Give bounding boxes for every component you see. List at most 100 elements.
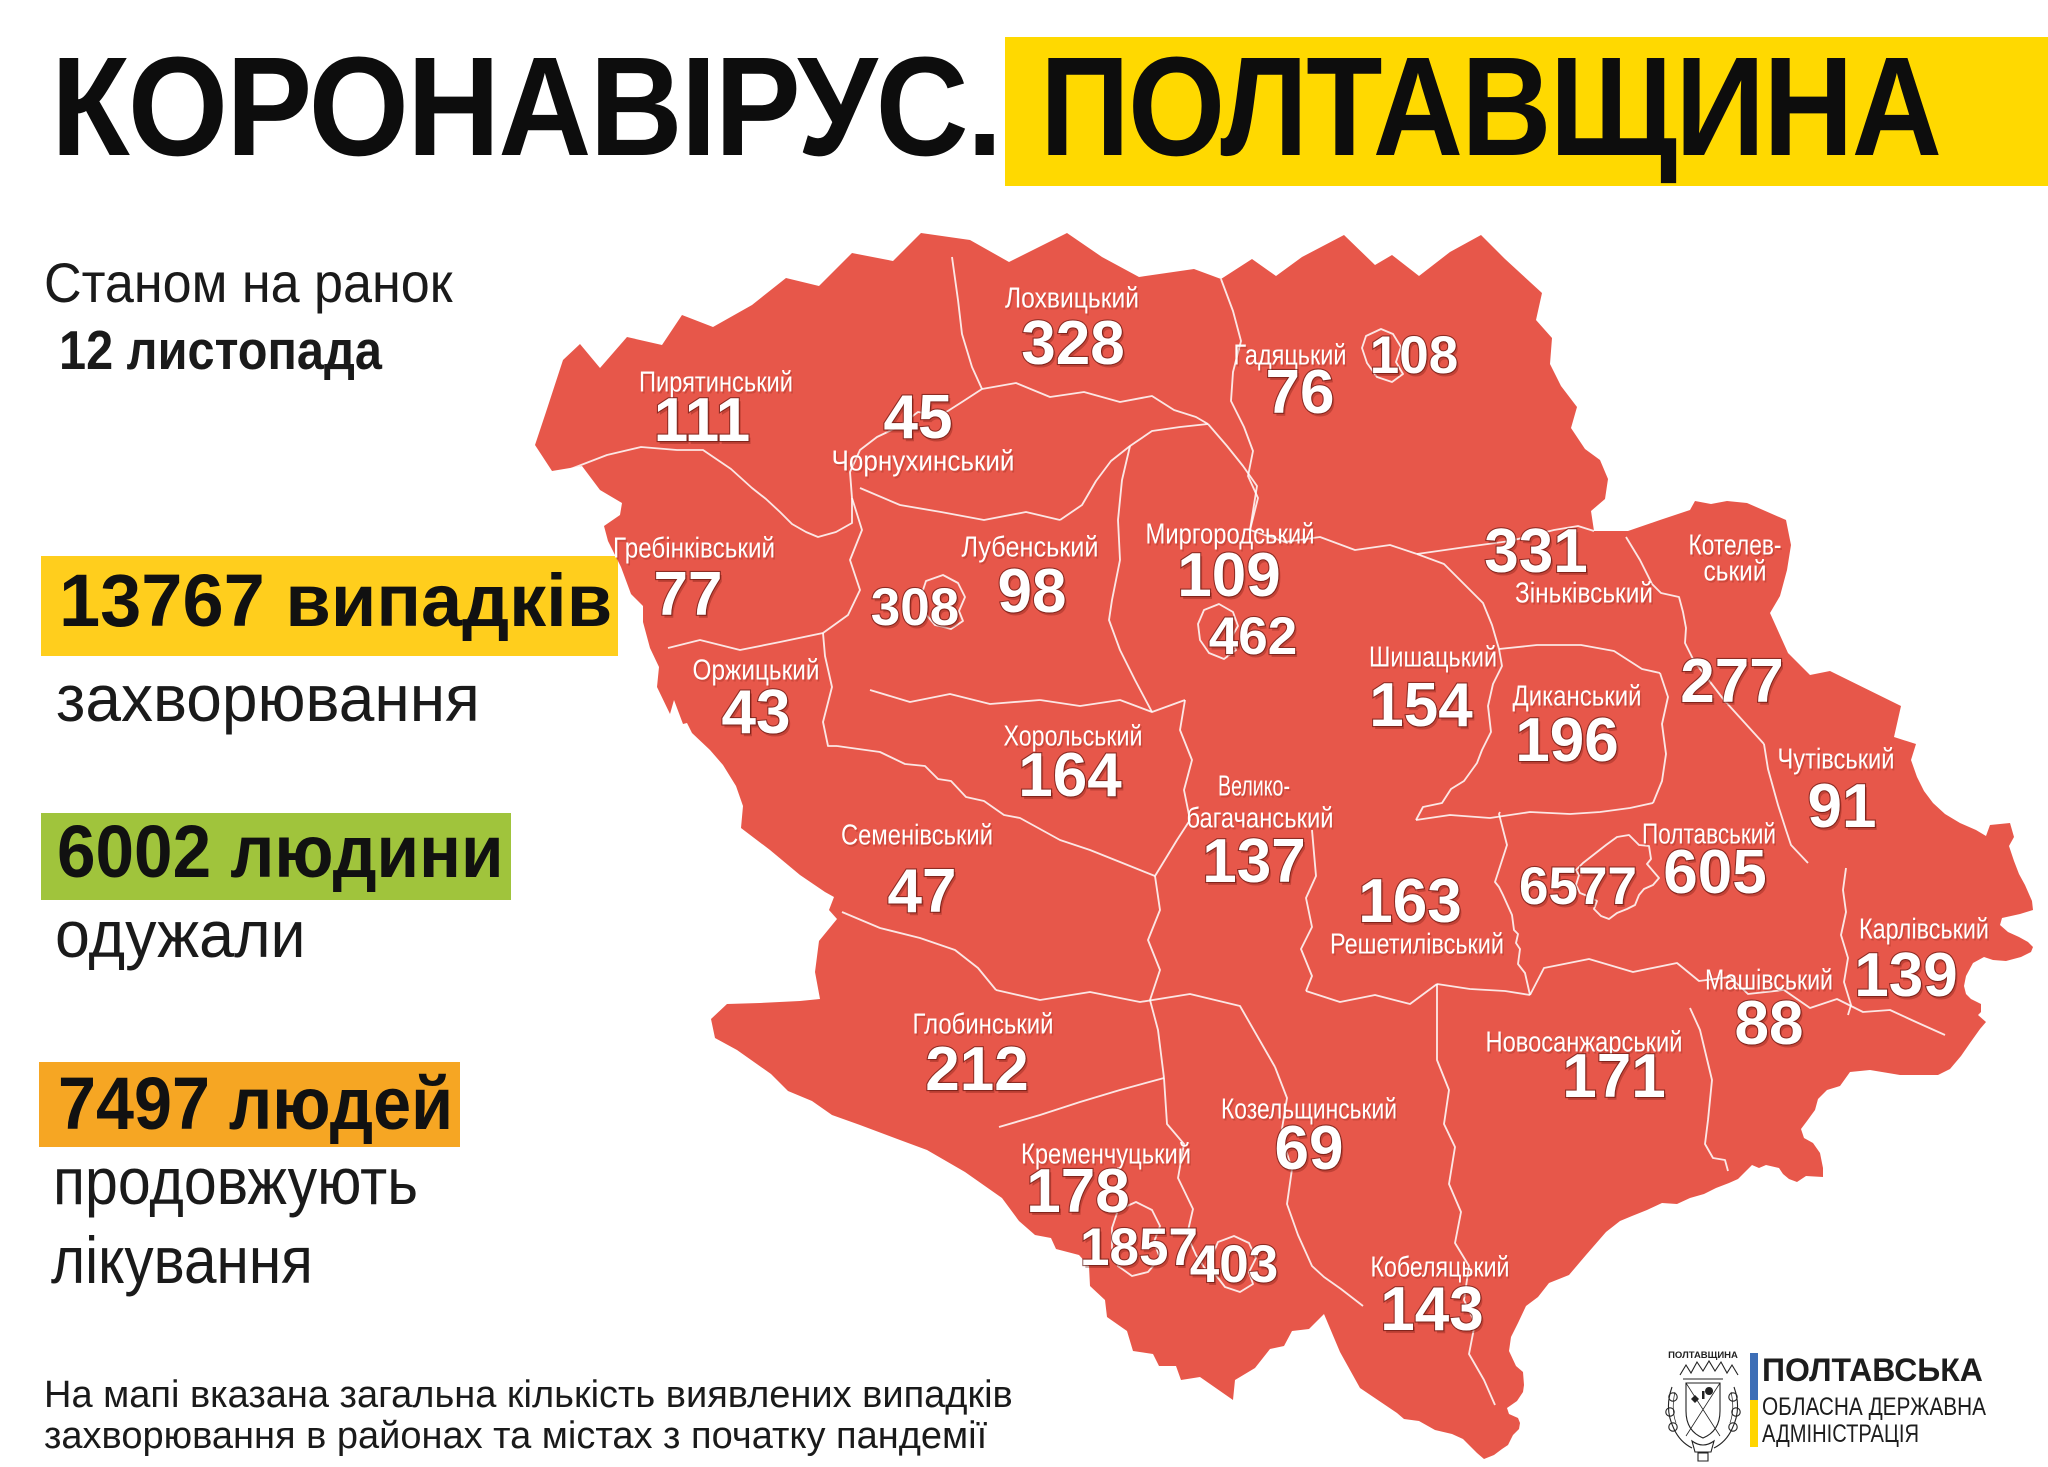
- svg-text:ПОЛТАВЩИНА: ПОЛТАВЩИНА: [1668, 1350, 1738, 1361]
- svg-text:403: 403: [1192, 1238, 1280, 1297]
- svg-text:Лубенський: Лубенський: [962, 532, 1099, 564]
- svg-text:Гадяцький: Гадяцький: [1235, 342, 1348, 374]
- svg-text:Диканський: Диканський: [1514, 683, 1643, 715]
- svg-text:111: 111: [656, 389, 753, 458]
- svg-text:171: 171: [1562, 1042, 1665, 1111]
- svg-text:163: 163: [1360, 870, 1463, 939]
- svg-text:Карлівський: Карлівський: [1861, 916, 1991, 948]
- svg-text:196: 196: [1517, 709, 1620, 778]
- svg-text:605: 605: [1665, 841, 1768, 910]
- svg-text:Хорольський: Хорольський: [1004, 721, 1143, 753]
- svg-text:137: 137: [1202, 827, 1305, 896]
- svg-text:Пирятинський: Пирятинський: [641, 369, 795, 401]
- svg-text:Кременчуцький: Кременчуцький: [1021, 1139, 1191, 1171]
- svg-text:Шишацький: Шишацький: [1369, 642, 1497, 674]
- svg-text:605: 605: [1663, 838, 1766, 907]
- svg-text:Козельщинський: Козельщинський: [1221, 1094, 1397, 1126]
- svg-text:212: 212: [927, 1038, 1030, 1107]
- svg-text:ПОЛТАВСЬКА: ПОЛТАВСЬКА: [1762, 1352, 1983, 1388]
- svg-text:139: 139: [1854, 941, 1957, 1010]
- svg-text:Миргородський: Миргородський: [1146, 519, 1315, 551]
- svg-text:Велико-: Велико-: [1220, 773, 1292, 805]
- svg-text:154: 154: [1369, 671, 1473, 740]
- svg-text:Решетилівський: Решетилівський: [1330, 929, 1504, 961]
- svg-text:212: 212: [925, 1035, 1028, 1104]
- svg-text:багачанський: багачанський: [1187, 803, 1334, 835]
- svg-text:Миргородський: Миргородський: [1147, 521, 1316, 553]
- svg-text:Козельщинський: Козельщинський: [1223, 1096, 1399, 1128]
- svg-text:Оржицький: Оржицький: [694, 657, 821, 689]
- svg-text:69: 69: [1275, 1114, 1344, 1183]
- svg-text:76: 76: [1266, 358, 1335, 427]
- svg-text:ОБЛАСНА ДЕРЖАВНА: ОБЛАСНА ДЕРЖАВНА: [1762, 1393, 1986, 1421]
- svg-text:109: 109: [1177, 541, 1280, 610]
- svg-text:Оржицький: Оржицький: [693, 655, 820, 687]
- svg-text:Новосанжарський: Новосанжарський: [1487, 1029, 1684, 1061]
- svg-text:Гадяцький: Гадяцький: [1234, 340, 1347, 372]
- svg-text:328: 328: [1023, 312, 1126, 381]
- svg-text:Полтавський: Полтавський: [1642, 819, 1776, 851]
- svg-text:91: 91: [1808, 772, 1877, 841]
- svg-text:178: 178: [1026, 1157, 1129, 1226]
- svg-text:Диканський: Диканський: [1513, 681, 1642, 713]
- svg-text:137: 137: [1204, 830, 1307, 899]
- svg-text:Глобинський: Глобинський: [913, 1009, 1054, 1041]
- svg-text:196: 196: [1515, 706, 1618, 775]
- svg-text:Котелев-: Котелев-: [1689, 530, 1782, 562]
- svg-text:143: 143: [1382, 1278, 1485, 1347]
- svg-text:Кременчуцький: Кременчуцький: [1023, 1141, 1193, 1173]
- svg-text:98: 98: [1000, 560, 1069, 629]
- svg-text:45: 45: [884, 383, 953, 452]
- svg-text:171: 171: [1564, 1045, 1667, 1114]
- svg-text:багачанський: багачанський: [1188, 805, 1335, 837]
- svg-text:69: 69: [1277, 1117, 1346, 1186]
- svg-text:Пирятинський: Пирятинський: [639, 367, 793, 399]
- svg-text:308: 308: [873, 581, 961, 640]
- svg-text:ський: ський: [1705, 558, 1768, 590]
- svg-text:111: 111: [654, 386, 751, 455]
- svg-text:88: 88: [1735, 989, 1804, 1058]
- svg-text:178: 178: [1028, 1160, 1131, 1229]
- svg-text:Кобеляцький: Кобеляцький: [1372, 1254, 1511, 1286]
- svg-text:108: 108: [1370, 326, 1458, 385]
- svg-text:328: 328: [1021, 309, 1124, 378]
- svg-text:154: 154: [1371, 674, 1475, 743]
- svg-text:Чутівський: Чутівський: [1778, 744, 1895, 776]
- svg-text:Зіньківський: Зіньківський: [1515, 578, 1653, 610]
- svg-text:Карлівський: Карлівський: [1859, 914, 1989, 946]
- svg-text:331: 331: [1486, 520, 1589, 589]
- svg-text:109: 109: [1179, 544, 1282, 613]
- svg-text:Новосанжарський: Новосанжарський: [1486, 1027, 1683, 1059]
- svg-text:143: 143: [1380, 1275, 1483, 1344]
- svg-text:43: 43: [722, 678, 791, 747]
- svg-text:1857: 1857: [1082, 1221, 1200, 1280]
- svg-text:Котелев-: Котелев-: [1690, 532, 1783, 564]
- svg-text:Чорнухинський: Чорнухинський: [832, 446, 1015, 478]
- svg-text:1857: 1857: [1080, 1218, 1198, 1277]
- svg-text:91: 91: [1810, 775, 1879, 844]
- svg-text:108: 108: [1372, 329, 1460, 388]
- svg-text:Хорольський: Хорольський: [1005, 723, 1144, 755]
- svg-text:Велико-: Велико-: [1218, 771, 1290, 803]
- svg-text:Шишацький: Шишацький: [1371, 644, 1499, 676]
- svg-text:163: 163: [1358, 867, 1461, 936]
- svg-text:АДМІНІСТРАЦІЯ: АДМІНІСТРАЦІЯ: [1762, 1420, 1919, 1448]
- svg-text:308: 308: [871, 578, 959, 637]
- svg-text:164: 164: [1020, 744, 1124, 813]
- svg-text:462: 462: [1209, 607, 1297, 666]
- svg-text:Гребінківський: Гребінківський: [615, 535, 777, 567]
- svg-text:6577: 6577: [1519, 857, 1637, 916]
- svg-text:331: 331: [1484, 517, 1587, 586]
- svg-text:47: 47: [888, 857, 957, 926]
- svg-text:98: 98: [998, 557, 1067, 626]
- svg-text:Семенівський: Семенівський: [843, 822, 995, 854]
- svg-text:Чорнухинський: Чорнухинський: [833, 448, 1016, 480]
- svg-text:45: 45: [886, 386, 955, 455]
- svg-text:Решетилівський: Решетилівський: [1332, 931, 1506, 963]
- svg-text:277: 277: [1680, 647, 1783, 716]
- svg-text:77: 77: [656, 563, 725, 632]
- svg-text:76: 76: [1268, 361, 1337, 430]
- svg-text:277: 277: [1682, 650, 1785, 719]
- svg-text:ський: ський: [1704, 556, 1767, 588]
- svg-text:Зіньківський: Зіньківський: [1517, 580, 1655, 612]
